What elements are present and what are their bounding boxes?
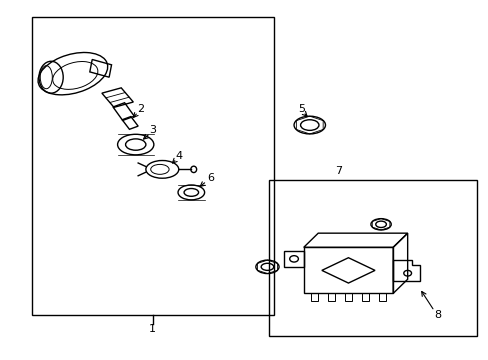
Text: 7: 7: [334, 166, 342, 176]
Bar: [268, 180, 476, 336]
Bar: [32, 17, 273, 315]
Text: 1: 1: [149, 324, 156, 334]
Bar: [361, 293, 368, 301]
Bar: [327, 293, 334, 301]
Text: 4: 4: [175, 151, 183, 161]
Bar: [310, 293, 317, 301]
Text: 3: 3: [149, 125, 156, 135]
Text: 2: 2: [137, 104, 144, 114]
Text: 5: 5: [298, 104, 305, 114]
Bar: [284, 251, 303, 267]
Bar: [303, 247, 392, 293]
Bar: [378, 293, 385, 301]
Bar: [345, 293, 351, 301]
Text: 8: 8: [433, 310, 441, 320]
Text: 6: 6: [207, 173, 214, 183]
